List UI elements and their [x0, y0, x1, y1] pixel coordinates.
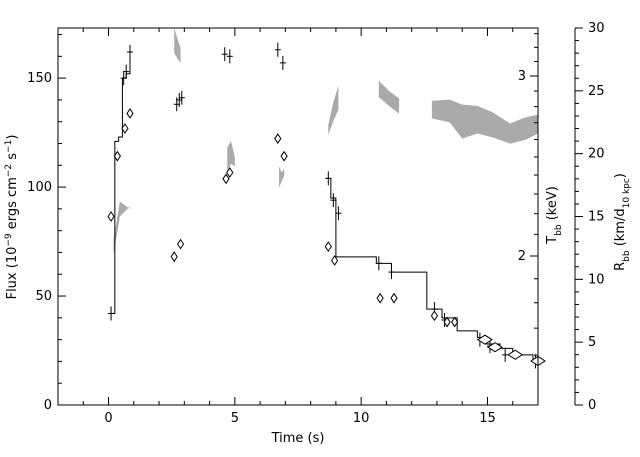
temperature-point — [390, 292, 398, 304]
temperature-point — [331, 255, 339, 266]
temperature-point — [107, 211, 115, 222]
flux-decay-line — [325, 177, 539, 362]
x-tick-label: 5 — [231, 411, 239, 426]
radius-tick-label: 30 — [588, 21, 605, 36]
flux-point — [120, 71, 127, 86]
temp-tick-label: 2 — [518, 249, 526, 264]
temperature-point — [113, 150, 121, 162]
temperature-point — [274, 133, 282, 144]
temperature-point — [121, 123, 129, 134]
flux-point — [221, 47, 228, 62]
svg-text:Tbb (keV): Tbb (keV) — [545, 186, 564, 245]
flux-tick-label: 0 — [44, 398, 52, 413]
flux-rise-line — [111, 51, 131, 314]
radius-tick-label: 15 — [588, 210, 605, 225]
plot-area — [107, 28, 546, 369]
temp-tick-label: 3 — [518, 69, 526, 84]
flux-point — [226, 49, 233, 64]
radius-band-1 — [174, 28, 181, 64]
radius-tick-label: 0 — [588, 398, 596, 413]
flux-point — [330, 193, 337, 208]
temperature-point — [324, 241, 332, 253]
flux-point — [502, 347, 509, 362]
temperature-point — [451, 316, 459, 328]
plot-frame — [57, 27, 539, 406]
radius-band-3 — [279, 166, 285, 188]
radius-tick-label: 5 — [588, 335, 596, 350]
svg-text:Flux (10−9 ergs cm−2 s−1): Flux (10−9 ergs cm−2 s−1) — [4, 135, 20, 300]
y-axis-title-left: Flux (10−9 ergs cm−2 s−1) — [4, 135, 20, 300]
flux-point — [178, 90, 185, 105]
radius-band-5 — [378, 80, 400, 114]
flux-point — [176, 92, 183, 107]
temperature-point — [430, 310, 439, 322]
temperature-point — [477, 334, 493, 345]
x-tick-label: 0 — [104, 411, 112, 426]
flux-point — [335, 206, 342, 221]
temperature-point — [226, 167, 234, 178]
temperature-point — [222, 173, 230, 185]
temperature-point — [487, 342, 503, 353]
radius-band-6 — [431, 99, 538, 144]
flux-point — [108, 306, 115, 321]
flux-tick-label: 100 — [27, 180, 52, 195]
radius-tick-label: 20 — [588, 147, 605, 162]
flux-point — [123, 64, 130, 79]
svg-text:Rbb (km/d10 kpc): Rbb (km/d10 kpc) — [613, 173, 632, 271]
temperature-point — [507, 349, 524, 360]
x-tick-label: 10 — [353, 411, 370, 426]
x-tick-label: 15 — [479, 411, 496, 426]
flux-point — [388, 265, 395, 280]
temperature-point — [126, 108, 134, 119]
temperature-point — [280, 150, 288, 162]
y-axis-title-radius: Rbb (km/d10 kpc) — [613, 173, 632, 271]
temperature-point — [443, 316, 451, 328]
flux-point — [279, 55, 286, 70]
x-axis-title: Time (s) — [271, 431, 325, 446]
flux-tick-label: 50 — [35, 289, 52, 304]
temperature-point — [176, 238, 185, 250]
flux-point — [274, 42, 281, 57]
y-axis-title-temperature: Tbb (keV) — [545, 186, 564, 245]
radius-band-4 — [328, 85, 339, 135]
flux-point — [375, 256, 382, 271]
flux-point — [127, 44, 133, 59]
radius-band-0 — [113, 201, 130, 255]
temperature-point — [376, 292, 384, 304]
radius-tick-label: 25 — [588, 84, 605, 99]
radius-tick-label: 10 — [588, 272, 605, 287]
flux-tick-label: 150 — [27, 71, 52, 86]
temperature-point — [170, 251, 178, 263]
radius-band-2 — [227, 141, 235, 173]
flux-point — [325, 171, 332, 186]
